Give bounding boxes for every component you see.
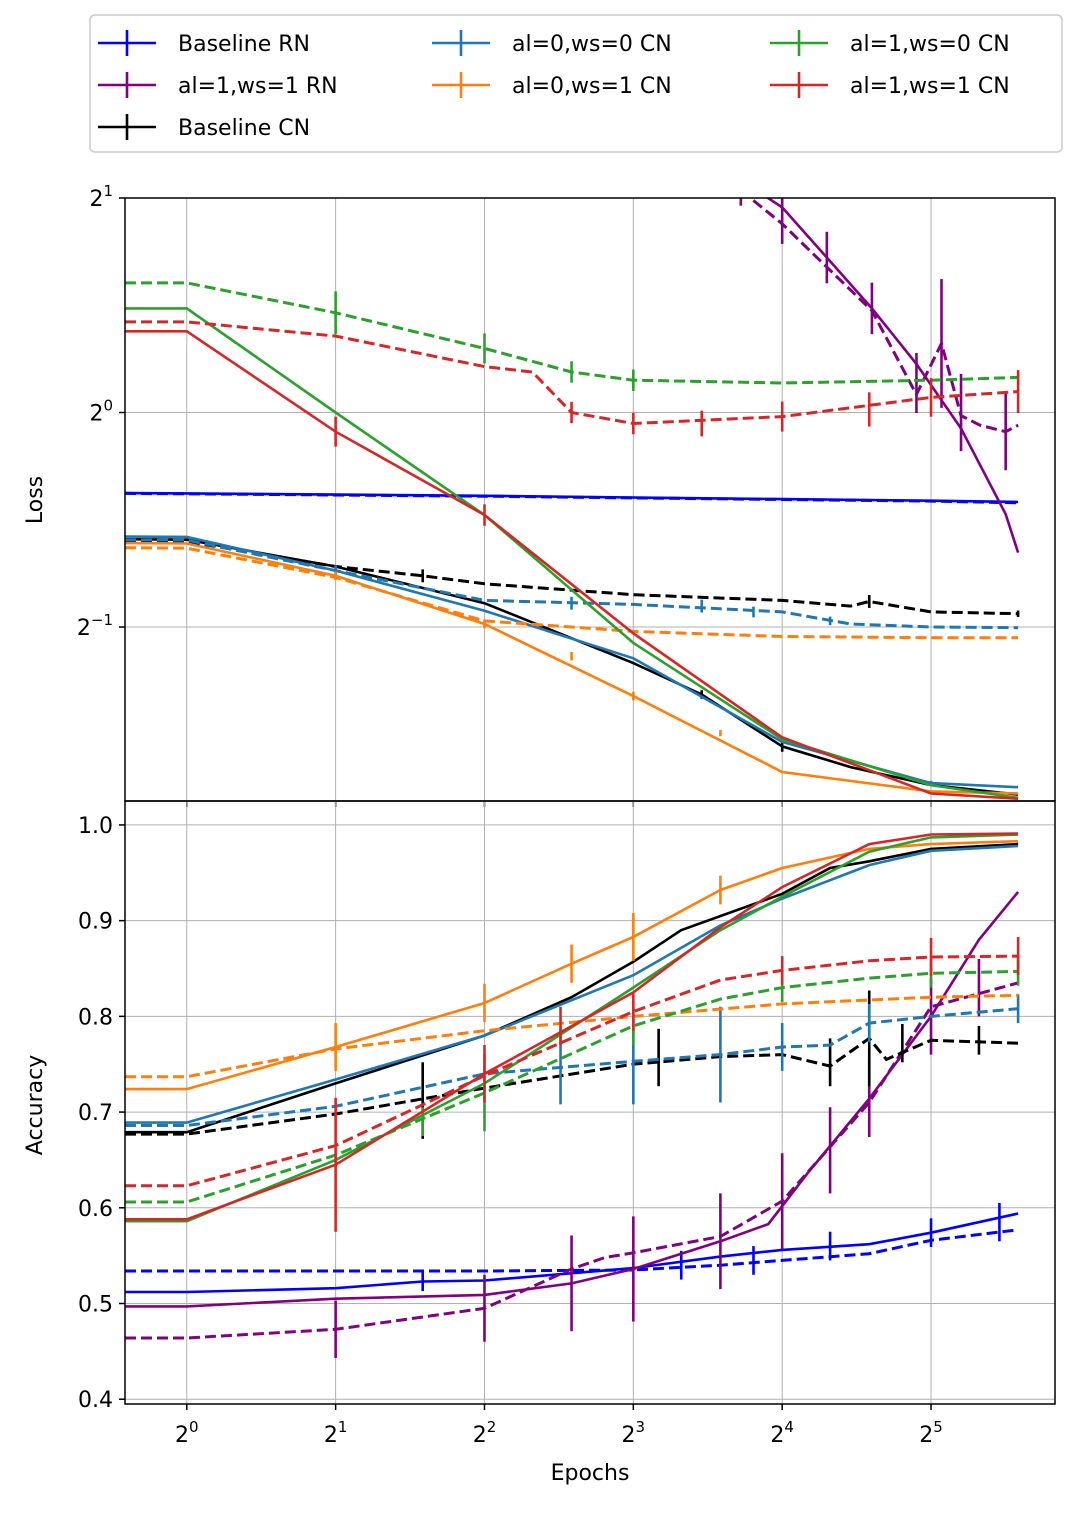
- loss-y-tick-label: 20: [89, 397, 113, 427]
- legend-label: al=0,ws=1 CN: [512, 74, 672, 99]
- accuracy-line-train: [125, 844, 1019, 1124]
- accuracy-line-train: [125, 832, 1019, 1221]
- loss-line-train: [765, 198, 1020, 553]
- accuracy-y-tick-label: 0.8: [78, 1005, 113, 1030]
- accuracy-y-tick-label: 0.7: [78, 1101, 113, 1126]
- loss-panel: 21 20 2−1: [77, 182, 1056, 807]
- accuracy-y-tick-label: 0.4: [78, 1388, 113, 1413]
- x-axis-label: Epochs: [551, 1461, 630, 1486]
- accuracy-line-train: [125, 842, 1019, 1134]
- accuracy-line-validation: [125, 1036, 1019, 1136]
- accuracy-series-al-0-ws-1-cn: [125, 839, 1019, 1091]
- legend-item-al-1-ws-1-rn: al=1,ws=1 RN: [98, 72, 338, 99]
- legend-item-al-0-ws-0-cn: al=0,ws=0 CN: [432, 30, 672, 57]
- accuracy-y-tick-label: 0.9: [78, 910, 113, 935]
- accuracy-y-tick-label: 0.6: [78, 1197, 113, 1222]
- x-tick-label: 25: [919, 1418, 943, 1448]
- accuracy-series-al-0-ws-0-cn: [125, 844, 1020, 1127]
- accuracy-axes: 0.4 0.5 0.6 0.7 0.8 0.9 1.0 20 21 22 23 24 25: [78, 800, 1056, 1448]
- accuracy-line-validation: [125, 954, 1019, 1188]
- legend-item-baseline-rn: Baseline RN: [98, 30, 310, 57]
- loss-line-train: [125, 491, 1019, 504]
- loss-line-validation: [747, 198, 1019, 434]
- loss-line-validation: [125, 320, 1019, 426]
- loss-line-train: [125, 535, 1019, 789]
- accuracy-y-tick-label: 0.5: [78, 1293, 113, 1318]
- accuracy-series-baseline-cn: [125, 842, 1019, 1139]
- accuracy-line-validation: [125, 981, 1019, 1340]
- accuracy-y-tick-label: 1.0: [78, 814, 113, 839]
- accuracy-series-layer: [125, 832, 1020, 1359]
- x-tick-label: 22: [473, 1418, 497, 1448]
- accuracy-frame: [124, 800, 1056, 1405]
- legend-label: al=1,ws=0 CN: [850, 32, 1010, 57]
- legend-item-al-1-ws-1-cn: al=1,ws=1 CN: [770, 72, 1010, 99]
- accuracy-axis-label: Accuracy: [23, 1055, 48, 1155]
- legend-item-baseline-cn: Baseline CN: [98, 114, 310, 141]
- loss-y-tick-label: 21: [89, 182, 113, 212]
- loss-series-al-1-ws-1-rn: [739, 198, 1020, 553]
- loss-series-al-0-ws-1-cn: [125, 541, 1019, 795]
- accuracy-line-validation: [125, 993, 1019, 1079]
- legend-box: [89, 14, 1063, 153]
- legend-label: al=1,ws=1 RN: [178, 74, 338, 99]
- loss-line-validation: [125, 538, 1019, 630]
- legend-label: Baseline RN: [178, 32, 310, 57]
- loss-series-al-1-ws-0-cn: [125, 281, 1019, 800]
- legend-label: Baseline CN: [178, 116, 310, 141]
- loss-series-baseline-rn: [125, 491, 1019, 505]
- accuracy-series-al-1-ws-1-cn: [125, 832, 1020, 1232]
- loss-line-train: [125, 541, 1019, 795]
- legend-label: al=1,ws=1 CN: [850, 74, 1010, 99]
- accuracy-line-validation: [125, 1228, 1019, 1273]
- loss-axis-label: Loss: [23, 476, 48, 524]
- loss-series-al-0-ws-0-cn: [125, 535, 1019, 789]
- x-tick-label: 20: [175, 1418, 199, 1448]
- accuracy-series-al-1-ws-0-cn: [125, 833, 1020, 1223]
- loss-line-train: [125, 329, 1019, 801]
- loss-series-al-1-ws-1-cn: [125, 320, 1020, 801]
- legend: Baseline RN al=1,ws=1 RN Baseline CN al=0,w…: [89, 14, 1063, 153]
- legend-item-al-1-ws-0-cn: al=1,ws=0 CN: [770, 30, 1010, 57]
- loss-series-layer: [125, 198, 1020, 801]
- legend-item-al-0-ws-1-cn: al=0,ws=1 CN: [432, 72, 672, 99]
- x-tick-label: 21: [324, 1418, 348, 1448]
- x-tick-label: 23: [622, 1418, 646, 1448]
- accuracy-line-train: [125, 833, 1019, 1223]
- loss-line-validation: [125, 546, 1019, 640]
- accuracy-grid: [125, 801, 1055, 1404]
- accuracy-panel: 0.4 0.5 0.6 0.7 0.8 0.9 1.0 20 21 22 23 24 25: [78, 800, 1056, 1448]
- loss-y-tick-label: 2−1: [77, 611, 113, 641]
- legend-label: al=0,ws=0 CN: [512, 32, 672, 57]
- x-tick-label: 24: [770, 1418, 794, 1448]
